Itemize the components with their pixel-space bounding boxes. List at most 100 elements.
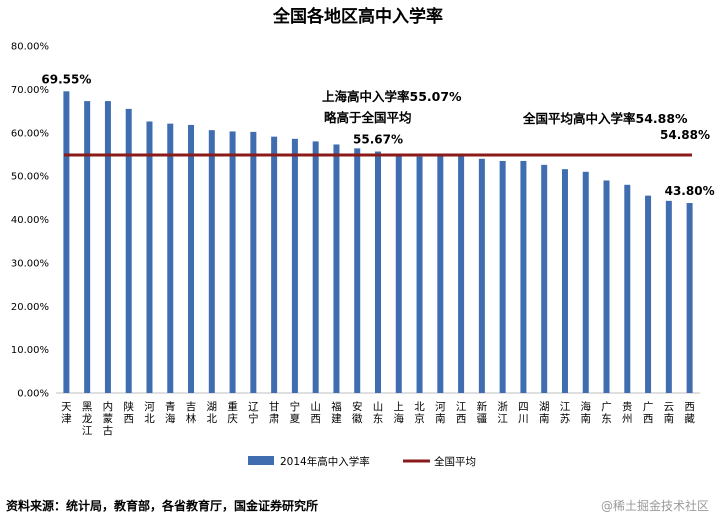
bar-series <box>63 91 693 394</box>
category-char: 甘 <box>269 400 280 413</box>
category-label: 江西 <box>456 401 467 425</box>
legend: 2014年高中入学率 全国平均 <box>248 455 476 468</box>
category-label: 湖北 <box>207 401 218 425</box>
bar <box>582 171 589 393</box>
bar <box>665 200 672 393</box>
category-label: 广西 <box>643 401 654 425</box>
annotation-national-average: 全国平均高中入学率54.88% <box>522 111 688 126</box>
y-tick-label: 50.00% <box>11 172 49 183</box>
category-label: 青海 <box>165 400 176 425</box>
category-char: 贵 <box>622 400 633 413</box>
bar <box>208 130 215 393</box>
category-char: 江 <box>82 425 93 437</box>
source-note: 资料来源：统计局，教育部，各省教育厅，国金证券研究所 <box>6 499 319 513</box>
category-char: 山 <box>310 401 321 413</box>
bar <box>146 121 153 393</box>
category-label: 云南 <box>664 401 675 425</box>
category-char: 西 <box>310 413 321 425</box>
bar <box>686 203 693 393</box>
category-label: 上海 <box>394 401 405 425</box>
category-label: 黑龙江 <box>82 401 93 437</box>
category-char: 疆 <box>477 413 488 425</box>
category-char: 辽 <box>248 401 259 413</box>
category-char: 云 <box>664 401 675 413</box>
bar <box>291 138 298 393</box>
category-char: 安 <box>352 400 363 413</box>
category-char: 林 <box>186 412 197 425</box>
category-char: 西 <box>456 413 467 425</box>
bar <box>250 131 257 393</box>
category-label: 安徽 <box>352 400 363 425</box>
y-tick-label: 10.00% <box>11 345 49 356</box>
category-char: 龙 <box>82 412 93 425</box>
x-axis-categories: 天津黑龙江内蒙古陕西河北青海吉林湖北重庆辽宁甘肃宁夏山西福建安徽山东上海北京河南… <box>61 400 695 437</box>
bar <box>520 160 527 393</box>
y-axis: 0.00% 10.00% 20.00% 30.00% 40.00% 50.00% 60.00… <box>11 42 700 400</box>
category-char: 上 <box>394 401 405 413</box>
data-labels: 69.55% 55.67% 43.80% <box>41 72 714 198</box>
bar <box>63 91 70 393</box>
category-char: 吉 <box>186 401 197 413</box>
category-label: 重庆 <box>227 400 238 425</box>
category-char: 庆 <box>227 412 238 425</box>
bar <box>354 148 361 393</box>
bar <box>645 195 652 393</box>
category-label: 新疆 <box>477 400 488 425</box>
category-char: 江 <box>497 413 508 425</box>
bar <box>167 123 174 394</box>
category-char: 川 <box>518 413 529 425</box>
category-char: 河 <box>435 401 446 413</box>
y-tick-label: 80.00% <box>11 42 49 53</box>
bar <box>375 151 381 393</box>
bar <box>478 158 485 393</box>
category-char: 新 <box>477 400 488 413</box>
category-label: 广东 <box>601 401 612 425</box>
category-char: 州 <box>622 413 633 425</box>
category-char: 东 <box>373 412 384 425</box>
bar <box>541 164 548 393</box>
category-label: 吉林 <box>186 401 197 425</box>
bar <box>395 154 402 393</box>
category-label: 甘肃 <box>269 400 280 425</box>
bar <box>229 131 236 394</box>
average-line-group: 54.88% <box>64 128 710 157</box>
legend-bar-swatch <box>248 456 274 465</box>
category-char: 北 <box>414 401 425 413</box>
data-label: 55.67% <box>353 133 403 147</box>
category-char: 西 <box>643 413 654 425</box>
category-char: 海 <box>165 412 176 425</box>
category-char: 海 <box>580 400 591 413</box>
category-label: 福建 <box>331 400 342 425</box>
category-char: 南 <box>580 412 591 425</box>
category-char: 肃 <box>269 413 280 425</box>
bar <box>416 156 423 393</box>
y-tick-label: 60.00% <box>11 128 49 139</box>
category-char: 津 <box>61 413 72 425</box>
data-label: 69.55% <box>41 72 91 86</box>
category-char: 东 <box>601 412 612 425</box>
category-char: 黑 <box>82 401 93 413</box>
category-char: 苏 <box>560 412 571 425</box>
y-tick-label: 70.00% <box>11 85 49 96</box>
category-char: 西 <box>684 401 695 413</box>
bar <box>271 136 278 393</box>
category-label: 陕西 <box>123 400 134 425</box>
bar <box>188 124 195 393</box>
category-label: 江苏 <box>560 401 571 425</box>
category-char: 河 <box>144 401 155 413</box>
category-char: 陕 <box>123 400 134 413</box>
y-tick-label: 0.00% <box>17 389 49 400</box>
category-char: 湖 <box>539 401 550 413</box>
category-label: 山东 <box>373 401 384 425</box>
category-char: 内 <box>103 400 114 413</box>
bar <box>499 160 506 393</box>
category-label: 西藏 <box>684 401 695 425</box>
category-char: 重 <box>227 400 238 413</box>
category-char: 建 <box>331 412 342 425</box>
legend-bar-label: 2014年高中入学率 <box>280 455 370 468</box>
category-char: 海 <box>394 412 405 425</box>
category-char: 广 <box>643 401 654 413</box>
category-label: 海南 <box>580 400 591 425</box>
category-char: 徽 <box>352 412 363 425</box>
category-char: 夏 <box>290 413 301 425</box>
